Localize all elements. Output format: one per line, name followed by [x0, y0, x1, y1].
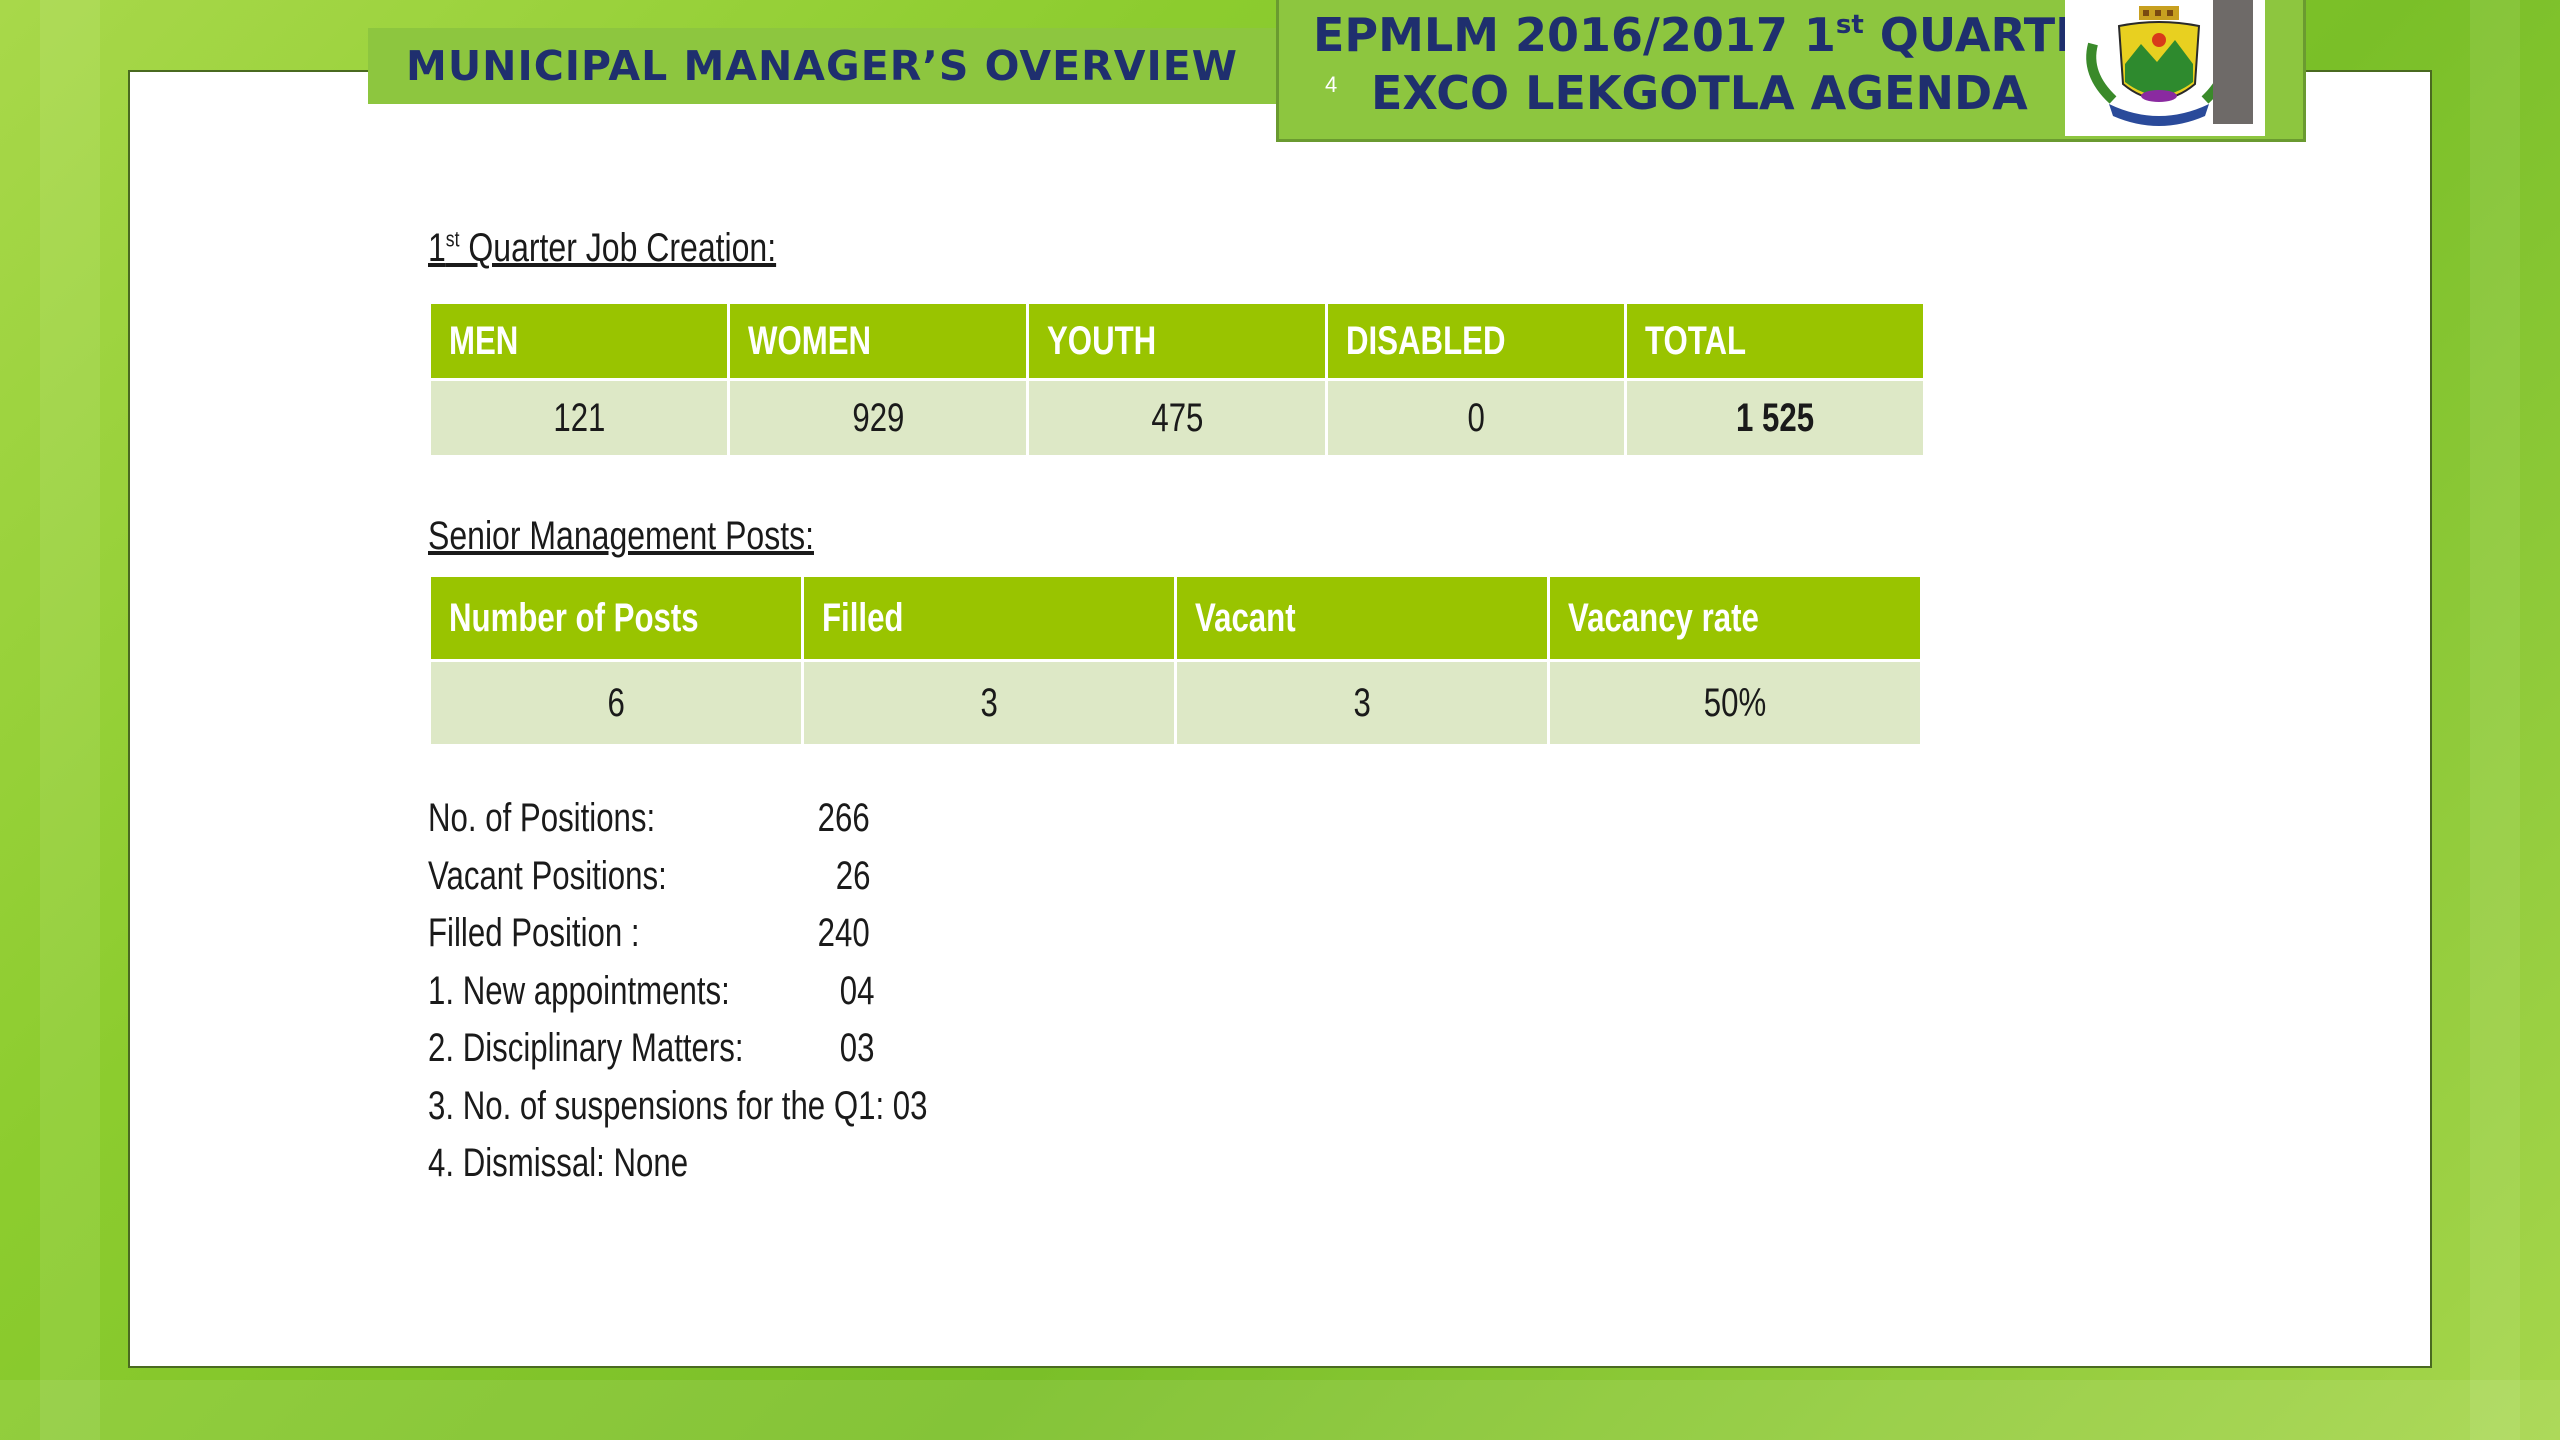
- stat-label: Vacant Positions:: [428, 853, 667, 898]
- table-cell-total: 1 525: [1627, 381, 1923, 455]
- table-header-row: MEN WOMEN YOUTH DISABLED TOTAL: [431, 304, 1923, 378]
- stat-label: 3. No. of suspensions for the Q1: 03: [428, 1083, 928, 1128]
- overview-title: MUNICIPAL MANAGER’S OVERVIEW: [406, 42, 1238, 90]
- job-creation-table: MEN WOMEN YOUTH DISABLED TOTAL 121 929 4…: [428, 301, 1926, 458]
- table-cell: 475: [1029, 381, 1325, 455]
- stat-value: 240: [817, 911, 870, 955]
- table-cell: 6: [431, 662, 801, 744]
- column-header: Filled: [804, 577, 1174, 659]
- stat-label: No. of Positions:: [428, 796, 656, 840]
- column-header: Vacancy rate: [1550, 577, 1920, 659]
- background-stripe: [0, 1380, 2560, 1440]
- stat-label: Filled Position :: [428, 911, 640, 955]
- agenda-title-line2: EXCO LEKGOTLA AGENDA: [1371, 66, 2028, 120]
- senior-management-table: Number of Posts Filled Vacant Vacancy ra…: [428, 574, 1923, 747]
- logo-panel: [2065, 0, 2265, 136]
- page-number: 4: [1325, 72, 1338, 97]
- job-creation-heading: 1st Quarter Job Creation:: [428, 226, 777, 270]
- column-header: DISABLED: [1328, 304, 1624, 378]
- background-stripe: [2470, 0, 2520, 1440]
- agenda-title-banner: EPMLM 2016/2017 1st QUARTER 4 EXCO LEKGO…: [1276, 0, 2306, 142]
- logo-divider: [2213, 0, 2253, 124]
- overview-title-banner: MUNICIPAL MANAGER’S OVERVIEW: [368, 28, 1276, 104]
- table-cell: 3: [1177, 662, 1547, 744]
- stat-label: 2. Disciplinary Matters:: [428, 1026, 744, 1070]
- stat-value: 26: [835, 853, 870, 898]
- table-cell: 3: [804, 662, 1174, 744]
- table-cell: 929: [730, 381, 1026, 455]
- stat-value: 266: [817, 796, 870, 840]
- column-header: YOUTH: [1029, 304, 1325, 378]
- stat-label: 4. Dismissal: None: [428, 1141, 689, 1185]
- stat-label: 1. New appointments:: [428, 968, 730, 1013]
- column-header: Vacant: [1177, 577, 1547, 659]
- background-stripe: [40, 0, 100, 1440]
- column-header: TOTAL: [1627, 304, 1923, 378]
- table-cell: 0: [1328, 381, 1624, 455]
- column-header: MEN: [431, 304, 727, 378]
- agenda-title-line1: EPMLM 2016/2017 1st QUARTER: [1313, 8, 2123, 62]
- column-header: WOMEN: [730, 304, 1026, 378]
- table-row: 121 929 475 0 1 525: [431, 381, 1923, 455]
- column-header: Number of Posts: [431, 577, 801, 659]
- table-cell: 121: [431, 381, 727, 455]
- stat-value: 03: [839, 1026, 874, 1070]
- table-header-row: Number of Posts Filled Vacant Vacancy ra…: [431, 577, 1920, 659]
- municipal-crest-icon: [2086, 6, 2232, 126]
- table-row: 6 3 3 50%: [431, 662, 1920, 744]
- stat-value: 04: [839, 968, 874, 1013]
- senior-management-heading: Senior Management Posts:: [428, 514, 814, 558]
- table-cell: 50%: [1550, 662, 1920, 744]
